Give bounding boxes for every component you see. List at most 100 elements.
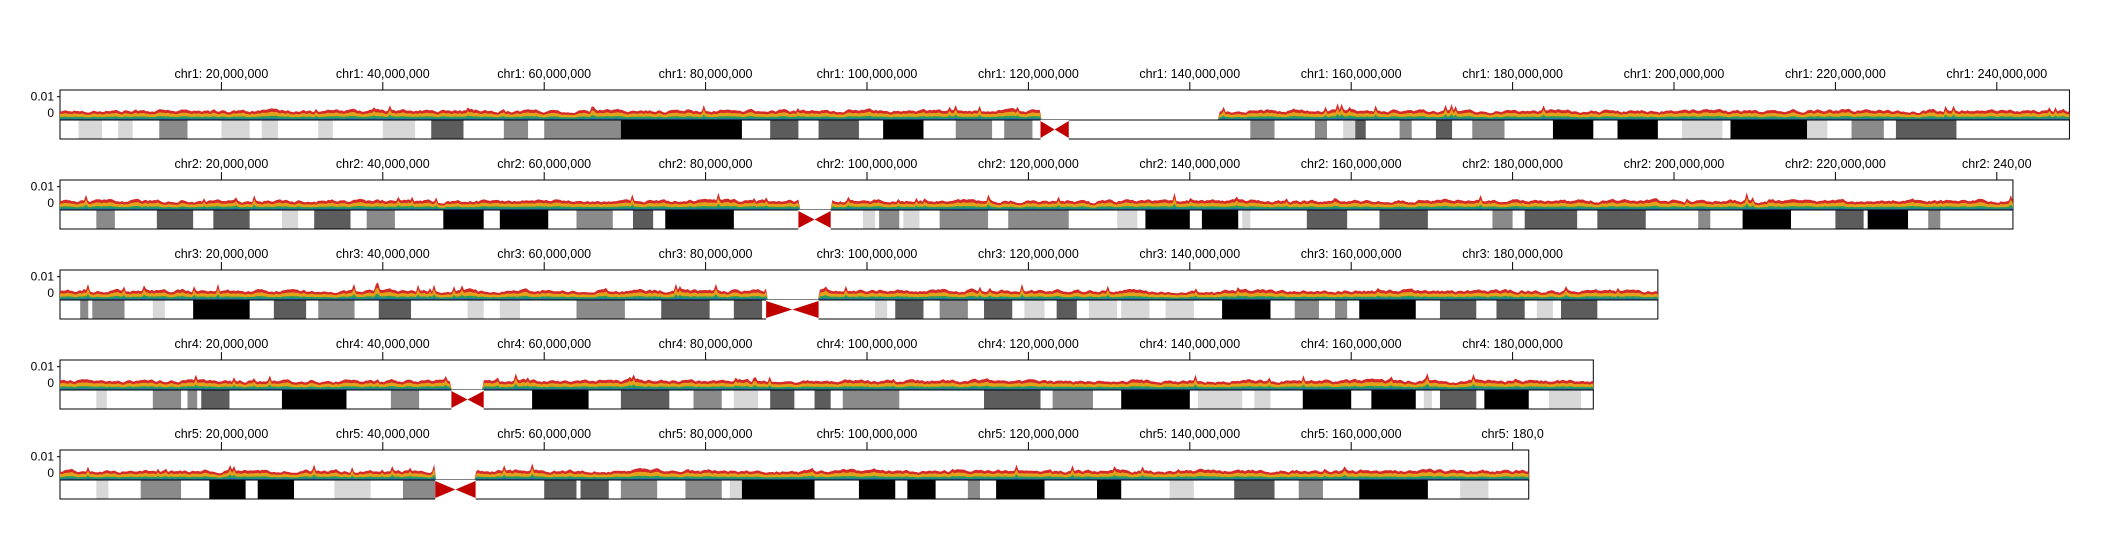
cytoband bbox=[1004, 120, 1033, 139]
tick-label: chr5: 40,000,000 bbox=[336, 427, 430, 441]
ideogram-outline bbox=[59, 479, 1530, 500]
cytoband bbox=[955, 120, 993, 139]
cytoband bbox=[221, 120, 250, 139]
cytoband bbox=[1052, 390, 1093, 409]
cytoband bbox=[281, 210, 299, 229]
cytoband bbox=[544, 480, 577, 499]
tick-label: chr4: 140,000,000 bbox=[1139, 337, 1240, 351]
cytoband bbox=[1597, 210, 1646, 229]
cytoband bbox=[661, 300, 710, 319]
cytoband bbox=[96, 480, 109, 499]
cytoband bbox=[1548, 390, 1582, 409]
cytoband bbox=[152, 300, 165, 319]
tick-label: chr3: 180,000,000 bbox=[1462, 247, 1563, 261]
cytoband bbox=[532, 390, 589, 409]
ytick-label: 0.01 bbox=[31, 450, 55, 464]
cytoband bbox=[1359, 300, 1416, 319]
tick-label: chr2: 100,000,000 bbox=[817, 157, 918, 171]
chromosome-chr1: chr1: 20,000,000 chr1: 40,000,000 chr1: 60… bbox=[31, 67, 2070, 140]
tick-label: chr2: 160,000,000 bbox=[1301, 157, 1402, 171]
ytick-label: 0.01 bbox=[31, 180, 55, 194]
cytoband bbox=[1088, 300, 1118, 319]
cytoband bbox=[632, 210, 654, 229]
ideogram-outline bbox=[59, 209, 2014, 230]
cytoband bbox=[693, 390, 722, 409]
tick-label: chr1: 40,000,000 bbox=[336, 67, 430, 81]
cytoband bbox=[1298, 480, 1323, 499]
tick-label: chr3: 80,000,000 bbox=[659, 247, 753, 261]
cytoband bbox=[818, 120, 859, 139]
area-layer-1 bbox=[60, 297, 1658, 300]
cytoband bbox=[1222, 300, 1271, 319]
cytoband bbox=[1561, 300, 1598, 319]
cytoband bbox=[770, 390, 795, 409]
cytoband bbox=[1343, 120, 1356, 139]
tick-label: chr4: 20,000,000 bbox=[174, 337, 268, 351]
cytoband bbox=[733, 300, 763, 319]
tick-label: chr3: 40,000,000 bbox=[336, 247, 430, 261]
cytoband bbox=[273, 300, 307, 319]
tick-label: chr5: 180,0 bbox=[1481, 427, 1544, 441]
chromosome-chr3: chr3: 20,000,000 chr3: 40,000,000 chr3: 60… bbox=[31, 247, 1659, 320]
cytoband bbox=[314, 210, 351, 229]
cytoband bbox=[1379, 210, 1428, 229]
cytoband bbox=[402, 480, 436, 499]
cytoband bbox=[1335, 300, 1348, 319]
tick-label: chr4: 80,000,000 bbox=[659, 337, 753, 351]
cytoband bbox=[1835, 210, 1864, 229]
cytoband bbox=[984, 390, 1041, 409]
cytoband bbox=[1242, 210, 1251, 229]
cytoband bbox=[741, 480, 815, 499]
tick-label: chr5: 100,000,000 bbox=[817, 427, 918, 441]
area-layer-2 bbox=[60, 474, 1529, 480]
cytoband bbox=[1306, 210, 1348, 229]
tick-label: chr1: 60,000,000 bbox=[497, 67, 591, 81]
cytoband bbox=[159, 120, 188, 139]
chromosome-chr4: chr4: 20,000,000 chr4: 40,000,000 chr4: 60… bbox=[31, 337, 1594, 410]
cytoband bbox=[281, 390, 347, 409]
area-layer-1 bbox=[60, 477, 1529, 480]
cytoband bbox=[1294, 300, 1319, 319]
cytoband bbox=[201, 390, 230, 409]
centromere-left bbox=[1040, 121, 1055, 138]
cytoband bbox=[1117, 210, 1138, 229]
cytoband bbox=[499, 210, 549, 229]
cytoband bbox=[1851, 120, 1884, 139]
cytoband bbox=[1201, 210, 1239, 229]
tick-label: chr2: 60,000,000 bbox=[497, 157, 591, 171]
cytoband bbox=[576, 300, 625, 319]
cytoband bbox=[156, 210, 194, 229]
ytick-label: 0.01 bbox=[31, 90, 55, 104]
cytoband bbox=[1096, 480, 1122, 499]
cytoband bbox=[620, 480, 658, 499]
cytoband bbox=[984, 300, 1013, 319]
chromosome-chr5: chr5: 20,000,000 chr5: 40,000,000 chr5: 60… bbox=[31, 427, 1544, 500]
tick-label: chr4: 100,000,000 bbox=[817, 337, 918, 351]
cytoband bbox=[1250, 120, 1275, 139]
cytoband bbox=[1460, 480, 1489, 499]
cytoband bbox=[814, 390, 831, 409]
tick-label: chr3: 20,000,000 bbox=[174, 247, 268, 261]
area-layer-1 bbox=[60, 207, 2013, 210]
cytoband bbox=[1254, 390, 1271, 409]
cytoband bbox=[1492, 210, 1513, 229]
cytoband bbox=[96, 210, 115, 229]
tick-label: chr5: 80,000,000 bbox=[659, 427, 753, 441]
tick-label: chr3: 100,000,000 bbox=[817, 247, 918, 261]
cytoband bbox=[1145, 210, 1190, 229]
tick-label: chr1: 140,000,000 bbox=[1139, 67, 1240, 81]
cytoband bbox=[92, 300, 125, 319]
cytoband bbox=[544, 120, 621, 139]
ytick-label: 0.01 bbox=[31, 360, 55, 374]
cytoband bbox=[1024, 300, 1045, 319]
centromere-left bbox=[798, 211, 815, 228]
cytoband bbox=[318, 300, 355, 319]
cytoband bbox=[431, 120, 464, 139]
cytoband bbox=[770, 120, 799, 139]
cytoband bbox=[1008, 210, 1069, 229]
cytoband bbox=[1698, 210, 1711, 229]
cytoband bbox=[996, 480, 1045, 499]
cytoband bbox=[858, 480, 896, 499]
tick-label: chr5: 160,000,000 bbox=[1301, 427, 1402, 441]
cytoband bbox=[1617, 120, 1658, 139]
